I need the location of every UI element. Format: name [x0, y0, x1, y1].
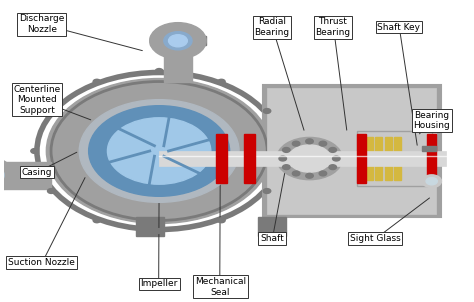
Circle shape — [329, 148, 337, 153]
Circle shape — [263, 188, 271, 194]
FancyBboxPatch shape — [385, 137, 392, 180]
FancyBboxPatch shape — [427, 134, 437, 183]
Circle shape — [89, 106, 229, 196]
Circle shape — [47, 108, 55, 114]
Circle shape — [422, 175, 441, 187]
Circle shape — [31, 149, 38, 153]
Circle shape — [0, 162, 4, 189]
FancyBboxPatch shape — [150, 36, 206, 45]
Circle shape — [79, 100, 239, 202]
Text: Shaft Key: Shaft Key — [377, 23, 420, 32]
FancyBboxPatch shape — [394, 137, 401, 180]
Circle shape — [292, 171, 300, 176]
Text: Mechanical
Seal: Mechanical Seal — [195, 277, 246, 297]
Circle shape — [0, 156, 13, 195]
Text: Discharge
Nozzle: Discharge Nozzle — [19, 14, 64, 34]
Text: Shaft: Shaft — [260, 234, 284, 243]
FancyBboxPatch shape — [216, 134, 227, 183]
Circle shape — [283, 148, 290, 153]
Circle shape — [279, 156, 286, 161]
Circle shape — [164, 32, 192, 50]
FancyBboxPatch shape — [422, 146, 437, 151]
Circle shape — [329, 165, 337, 170]
Circle shape — [155, 229, 163, 233]
Circle shape — [169, 35, 187, 47]
FancyBboxPatch shape — [159, 151, 446, 166]
Circle shape — [319, 171, 327, 176]
FancyBboxPatch shape — [0, 162, 51, 189]
FancyBboxPatch shape — [267, 88, 437, 214]
Circle shape — [319, 141, 327, 146]
Circle shape — [218, 218, 225, 223]
Text: Sight Glass: Sight Glass — [350, 234, 401, 243]
Text: Thrust
Bearing: Thrust Bearing — [316, 18, 351, 37]
Circle shape — [306, 139, 313, 144]
Circle shape — [93, 218, 100, 223]
Circle shape — [426, 178, 438, 185]
Text: Centerline
Mounted
Support: Centerline Mounted Support — [13, 85, 61, 114]
FancyBboxPatch shape — [356, 134, 366, 183]
Text: Casing: Casing — [22, 168, 52, 177]
Circle shape — [283, 165, 290, 170]
Circle shape — [150, 23, 206, 59]
Circle shape — [47, 188, 55, 194]
Circle shape — [46, 79, 272, 223]
FancyBboxPatch shape — [136, 217, 164, 236]
FancyBboxPatch shape — [258, 217, 286, 236]
Circle shape — [108, 118, 211, 184]
Circle shape — [288, 145, 331, 172]
Circle shape — [93, 79, 100, 84]
Text: Suction Nozzle: Suction Nozzle — [8, 258, 75, 267]
FancyBboxPatch shape — [164, 42, 192, 82]
Circle shape — [155, 69, 163, 73]
Text: Radial
Bearing: Radial Bearing — [255, 18, 290, 37]
Circle shape — [292, 141, 300, 146]
Circle shape — [333, 156, 340, 161]
Circle shape — [277, 137, 342, 180]
FancyBboxPatch shape — [263, 85, 441, 217]
FancyBboxPatch shape — [375, 137, 383, 180]
Text: Bearing
Housing: Bearing Housing — [413, 111, 450, 130]
FancyBboxPatch shape — [244, 134, 255, 183]
Circle shape — [306, 173, 313, 178]
Text: Impeller: Impeller — [140, 279, 178, 288]
FancyBboxPatch shape — [366, 137, 373, 180]
Circle shape — [280, 149, 287, 153]
Circle shape — [263, 108, 271, 114]
Circle shape — [218, 79, 225, 84]
